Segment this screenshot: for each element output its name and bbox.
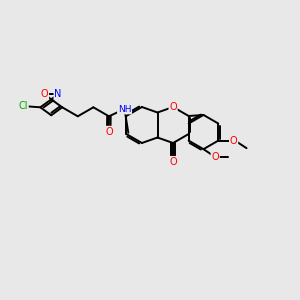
Text: Cl: Cl — [19, 101, 28, 111]
Text: O: O — [105, 127, 113, 136]
Text: N: N — [54, 89, 62, 99]
Text: NH: NH — [118, 105, 131, 114]
Text: O: O — [41, 89, 48, 99]
Text: O: O — [169, 102, 177, 112]
Text: O: O — [212, 152, 219, 162]
Text: O: O — [230, 136, 237, 146]
Text: O: O — [169, 157, 177, 167]
